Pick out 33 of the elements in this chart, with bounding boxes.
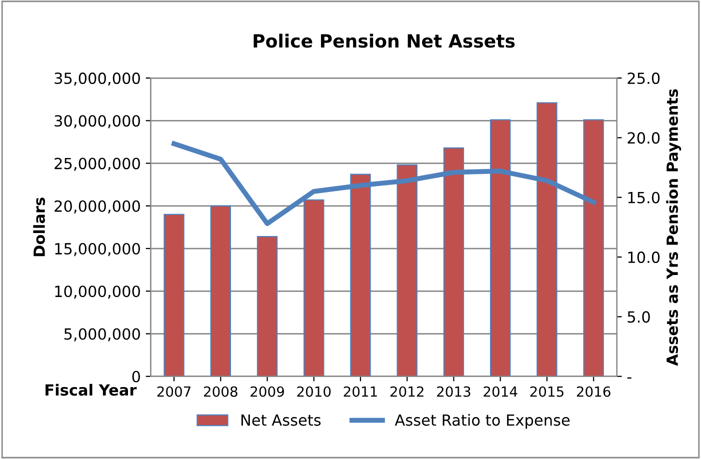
y2-tick-label: - <box>627 377 632 379</box>
y-tick-label: 30,000,000 <box>54 115 140 128</box>
y-tick-label: 0 <box>132 370 140 382</box>
y-tick-label: 25,000,000 <box>54 158 140 171</box>
x-tick-label: 2014 <box>484 386 518 397</box>
x-tick-label: 2016 <box>576 386 610 397</box>
x-axis-title: Fiscal Year <box>46 384 137 396</box>
y2-tick-label: 25.0 <box>628 72 660 84</box>
x-tick-label: 2015 <box>530 386 564 397</box>
x-tick-label: 2011 <box>344 386 377 397</box>
y-tick-label: 10,000,000 <box>55 286 140 299</box>
bar <box>210 205 231 376</box>
bar <box>164 214 184 376</box>
y-tick-label: 20,000,000 <box>54 200 140 214</box>
x-tick-label: 2013 <box>437 386 470 397</box>
y2-tick-label: 15.0 <box>628 192 660 204</box>
x-tick-label: 2012 <box>390 386 424 397</box>
y2-axis-title: Assets as Yrs Pension Payments <box>666 89 682 366</box>
legend-label: Net Assets <box>241 414 321 426</box>
y2-tick-label: 5.0 <box>628 311 650 323</box>
x-tick-label: 2008 <box>204 386 238 397</box>
chart-title: Police Pension Net Assets <box>254 34 515 48</box>
y-tick-label: 15,000,000 <box>55 242 140 256</box>
x-tick-label: 2010 <box>297 386 331 397</box>
y2-tick-label: 10.0 <box>628 252 660 264</box>
bar <box>256 236 278 376</box>
x-tick-label: 2009 <box>250 386 284 397</box>
legend-label: Asset Ratio to Expense <box>394 414 570 429</box>
y2-tick-label: 20.0 <box>628 132 660 144</box>
x-tick-label: 2007 <box>157 386 191 397</box>
y-tick-label: 35,000,000 <box>54 72 140 86</box>
y-axis-title: Dollars <box>33 198 45 256</box>
y-tick-label: 5,000,000 <box>64 328 140 342</box>
